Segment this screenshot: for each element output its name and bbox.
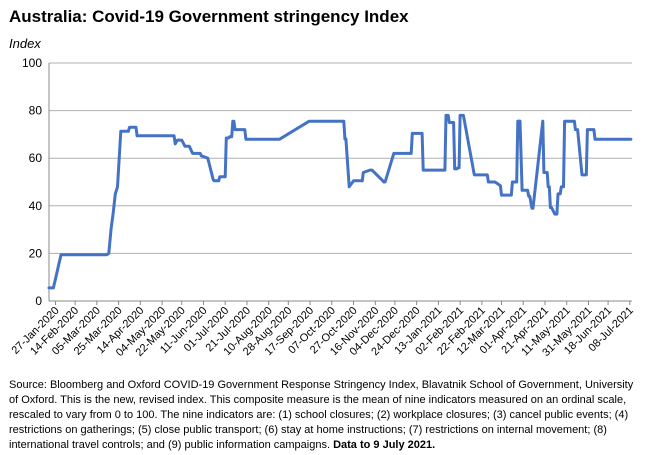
y-axis-label: Index	[9, 36, 41, 51]
source-text: Source: Bloomberg and Oxford COVID-19 Go…	[9, 379, 634, 451]
y-tick-label: 20	[29, 246, 43, 260]
y-tick-label: 40	[29, 199, 43, 213]
chart-title: Australia: Covid-19 Government stringenc…	[9, 7, 409, 26]
stringency-index-line	[47, 113, 633, 290]
y-tick-label: 80	[29, 104, 43, 118]
data-date-note: Data to 9 July 2021.	[333, 439, 436, 451]
y-tick-label: 60	[29, 151, 43, 165]
y-tick-label: 100	[22, 56, 42, 70]
y-tick-label: 0	[35, 294, 42, 308]
source-note: Source: Bloomberg and Oxford COVID-19 Go…	[9, 378, 641, 453]
